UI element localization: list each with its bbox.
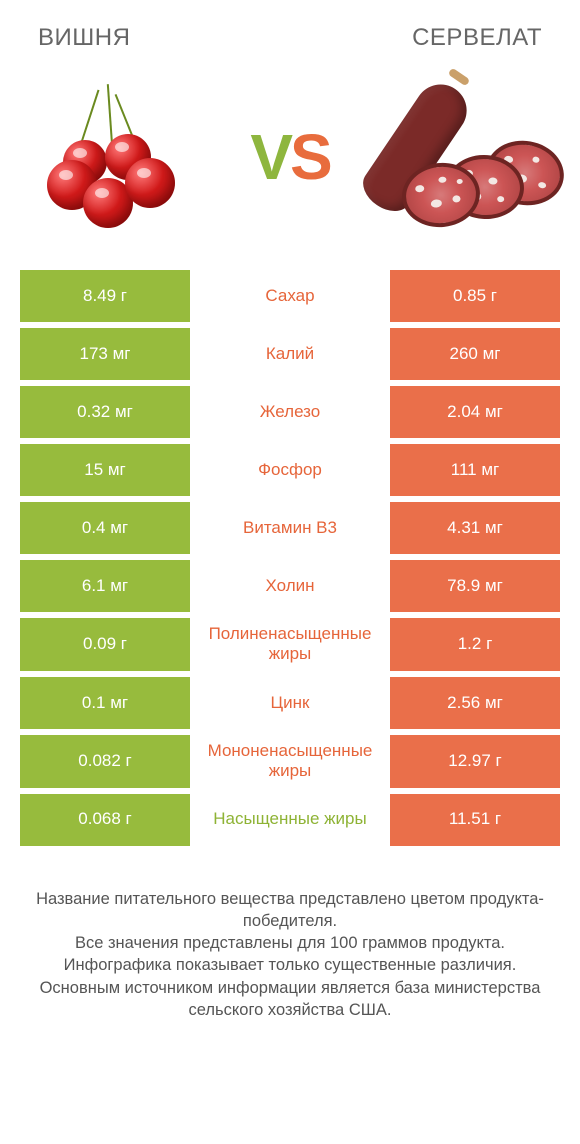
right-value: 1.2 г [390, 618, 560, 671]
left-value: 0.1 мг [20, 677, 190, 729]
left-value: 0.09 г [20, 618, 190, 671]
right-value: 260 мг [390, 328, 560, 380]
right-value: 2.04 мг [390, 386, 560, 438]
footer-line: Название питательного вещества представл… [26, 888, 554, 933]
header: ВИШНЯ СЕРВЕЛАТ [0, 0, 580, 62]
comparison-table: 8.49 гСахар0.85 г 173 мгКалий260 мг 0.32 м… [0, 270, 580, 846]
table-row: 0.1 мгЦинк2.56 мг [20, 677, 560, 729]
nutrient-label: Фосфор [190, 444, 390, 496]
table-row: 0.32 мгЖелезо2.04 мг [20, 386, 560, 438]
right-value: 0.85 г [390, 270, 560, 322]
left-product-image [24, 72, 214, 242]
vs-s: S [290, 121, 330, 193]
left-value: 0.4 мг [20, 502, 190, 554]
right-value: 12.97 г [390, 735, 560, 788]
nutrient-label: Цинк [190, 677, 390, 729]
nutrient-label: Железо [190, 386, 390, 438]
right-product-image [366, 72, 556, 242]
table-row: 8.49 гСахар0.85 г [20, 270, 560, 322]
nutrient-label: Витамин B3 [190, 502, 390, 554]
nutrient-label: Калий [190, 328, 390, 380]
right-product-title: СЕРВЕЛАТ [412, 24, 542, 52]
left-value: 8.49 г [20, 270, 190, 322]
left-value: 0.32 мг [20, 386, 190, 438]
footer-line: Все значения представлены для 100 граммо… [26, 932, 554, 954]
table-row: 0.068 гНасыщенные жиры11.51 г [20, 794, 560, 846]
nutrient-label: Сахар [190, 270, 390, 322]
nutrient-label: Холин [190, 560, 390, 612]
left-value: 0.082 г [20, 735, 190, 788]
table-row: 173 мгКалий260 мг [20, 328, 560, 380]
table-row: 0.4 мгВитамин B34.31 мг [20, 502, 560, 554]
right-value: 11.51 г [390, 794, 560, 846]
left-product-title: ВИШНЯ [38, 24, 130, 52]
left-value: 15 мг [20, 444, 190, 496]
table-row: 15 мгФосфор111 мг [20, 444, 560, 496]
footer-notes: Название питательного вещества представл… [0, 852, 580, 1022]
right-value: 4.31 мг [390, 502, 560, 554]
vs-label: VS [250, 120, 329, 194]
cherry-icon [39, 82, 199, 232]
nutrient-label: Мононенасыщенные жиры [190, 735, 390, 788]
sausage-icon [366, 77, 556, 237]
right-value: 2.56 мг [390, 677, 560, 729]
left-value: 173 мг [20, 328, 190, 380]
images-row: VS [0, 62, 580, 270]
vs-v: V [250, 121, 290, 193]
left-value: 0.068 г [20, 794, 190, 846]
nutrient-label: Насыщенные жиры [190, 794, 390, 846]
table-row: 0.082 гМононенасыщенные жиры12.97 г [20, 735, 560, 788]
right-value: 111 мг [390, 444, 560, 496]
table-row: 6.1 мгХолин78.9 мг [20, 560, 560, 612]
footer-line: Основным источником информации является … [26, 977, 554, 1022]
left-value: 6.1 мг [20, 560, 190, 612]
table-row: 0.09 гПолиненасыщенные жиры1.2 г [20, 618, 560, 671]
right-value: 78.9 мг [390, 560, 560, 612]
footer-line: Инфографика показывает только существенн… [26, 954, 554, 976]
nutrient-label: Полиненасыщенные жиры [190, 618, 390, 671]
